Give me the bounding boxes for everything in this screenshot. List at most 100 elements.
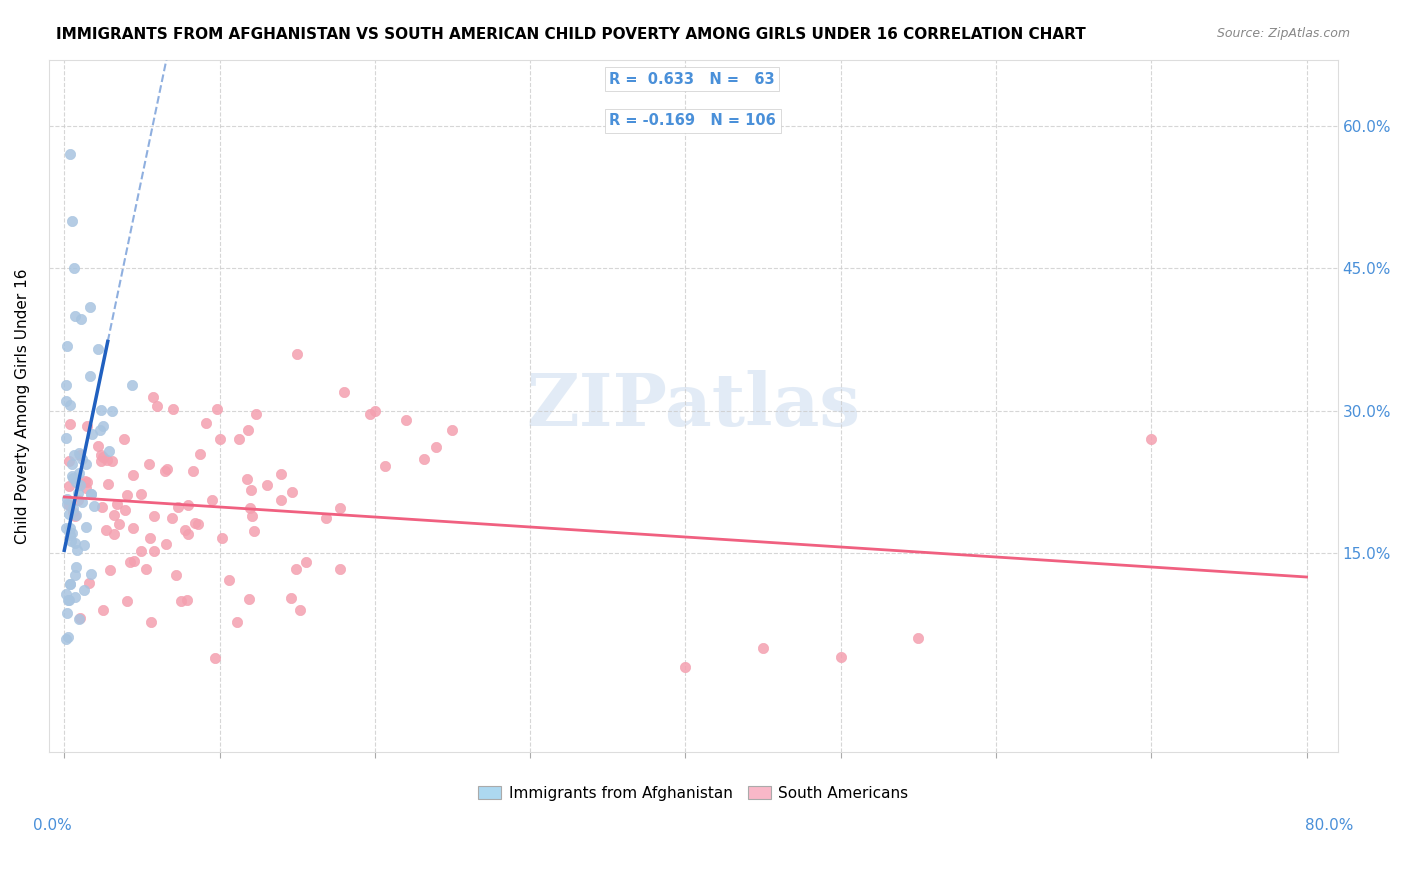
Point: [139, 615, 162, 629]
Point: [80, 486, 103, 500]
Point: [58, 508, 80, 522]
Point: [65, 536, 87, 550]
Point: [295, 555, 318, 569]
Point: [55, 378, 77, 392]
Point: [142, 390, 165, 404]
Point: [55, 587, 77, 601]
Point: [69, 475, 91, 490]
Point: [830, 650, 852, 665]
Point: [90, 454, 112, 468]
Point: [75, 475, 97, 489]
Point: [58, 498, 80, 512]
Point: [752, 640, 775, 655]
Point: [201, 492, 224, 507]
Point: [55, 394, 77, 409]
Point: [239, 501, 262, 516]
Point: [112, 432, 135, 446]
Point: [107, 516, 129, 531]
Point: [90, 403, 112, 417]
Point: [62, 449, 84, 463]
Point: [333, 384, 356, 399]
Point: [91, 419, 114, 434]
Point: [194, 416, 217, 430]
Point: [55, 339, 77, 353]
Point: [101, 453, 124, 467]
Point: [135, 562, 157, 576]
Point: [56, 492, 79, 507]
Point: [80, 487, 103, 501]
Point: [59, 417, 82, 431]
Point: [129, 544, 152, 558]
Point: [207, 402, 229, 417]
Point: [243, 524, 266, 538]
Point: [62, 500, 84, 515]
Point: [56, 593, 79, 607]
Point: [65, 560, 87, 574]
Point: [69, 611, 91, 625]
Point: [184, 516, 207, 530]
Point: [55, 431, 77, 445]
Point: [143, 544, 166, 558]
Text: IMMIGRANTS FROM AFGHANISTAN VS SOUTH AMERICAN CHILD POVERTY AMONG GIRLS UNDER 16: IMMIGRANTS FROM AFGHANISTAN VS SOUTH AME…: [56, 27, 1085, 42]
Point: [77, 576, 100, 591]
Point: [56, 630, 79, 644]
Point: [65, 508, 87, 522]
Point: [226, 615, 249, 629]
Point: [69, 312, 91, 326]
Point: [166, 500, 188, 514]
Point: [105, 497, 128, 511]
Point: [228, 432, 250, 446]
Point: [100, 564, 122, 578]
Point: [70, 494, 93, 508]
Point: [87, 342, 110, 356]
Point: [218, 573, 240, 587]
Point: [59, 147, 82, 161]
Point: [67, 446, 90, 460]
Point: [65, 543, 87, 558]
Point: [56, 497, 79, 511]
Point: [364, 403, 387, 417]
Point: [94, 524, 117, 538]
Point: [75, 481, 97, 495]
Point: [79, 300, 101, 314]
Point: [59, 527, 82, 541]
Point: [62, 471, 84, 485]
Point: [211, 531, 233, 545]
Text: Source: ZipAtlas.com: Source: ZipAtlas.com: [1216, 27, 1350, 40]
Point: [177, 527, 200, 541]
Point: [121, 377, 143, 392]
Point: [176, 592, 198, 607]
Point: [58, 593, 80, 607]
Point: [374, 459, 396, 474]
Text: R = -0.169   N = 106: R = -0.169 N = 106: [609, 113, 776, 128]
Point: [280, 591, 302, 605]
Point: [62, 261, 84, 276]
Point: [65, 475, 87, 489]
Point: [146, 399, 169, 413]
Point: [122, 553, 145, 567]
Point: [56, 606, 79, 620]
Point: [1140, 432, 1163, 446]
Point: [236, 423, 259, 437]
Point: [103, 526, 125, 541]
Y-axis label: Child Poverty Among Girls Under 16: Child Poverty Among Girls Under 16: [15, 268, 30, 543]
Point: [91, 602, 114, 616]
Point: [162, 401, 184, 416]
Point: [177, 498, 200, 512]
Point: [65, 590, 87, 604]
Point: [98, 443, 121, 458]
Point: [208, 432, 231, 446]
Point: [165, 567, 187, 582]
Point: [96, 453, 118, 467]
Point: [63, 509, 86, 524]
Point: [80, 427, 103, 442]
Point: [73, 583, 96, 598]
Point: [67, 466, 90, 480]
Point: [359, 407, 381, 421]
Point: [63, 309, 86, 323]
Point: [122, 468, 145, 483]
Point: [441, 423, 464, 437]
Point: [76, 419, 98, 434]
Point: [67, 486, 90, 500]
Text: R =  0.633   N =   63: R = 0.633 N = 63: [609, 72, 775, 87]
